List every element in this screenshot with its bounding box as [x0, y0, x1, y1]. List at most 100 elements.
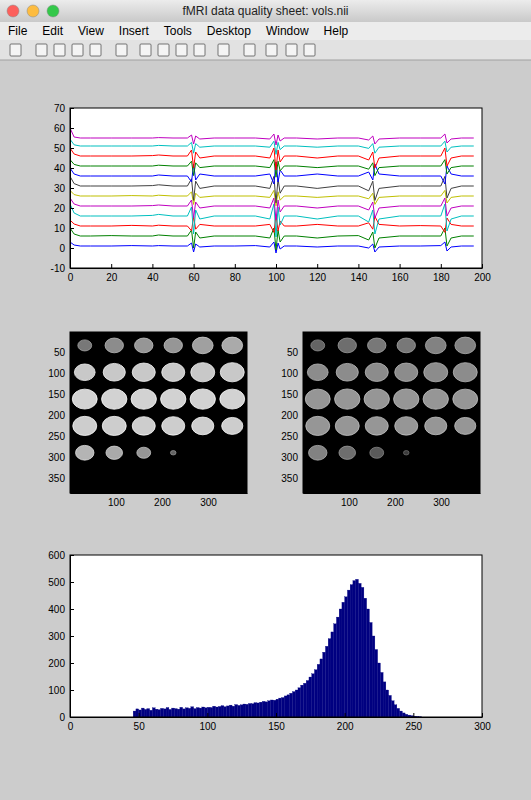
- series-line: [70, 139, 474, 154]
- histogram-bar: [191, 707, 194, 717]
- slice: [455, 337, 476, 354]
- menu-item[interactable]: Insert: [119, 24, 150, 38]
- tick-label: 300: [48, 452, 65, 463]
- histogram-bar: [271, 700, 274, 717]
- slice: [74, 364, 95, 381]
- menu-item[interactable]: Edit: [42, 24, 63, 38]
- menu-item[interactable]: Window: [266, 24, 309, 38]
- toolbar-button[interactable]: [244, 44, 255, 56]
- series-line: [70, 176, 474, 202]
- toolbar-button[interactable]: [304, 44, 315, 56]
- slice: [73, 416, 97, 435]
- slice: [365, 363, 388, 381]
- histogram-bar: [394, 705, 397, 717]
- tick: 140: [351, 264, 368, 283]
- tick: 150: [48, 389, 70, 400]
- tick-label: 100: [281, 368, 298, 379]
- histogram-bar: [150, 710, 153, 717]
- plot-marks: [72, 337, 244, 460]
- tick-label: 40: [54, 163, 66, 174]
- histogram-bar: [372, 636, 375, 717]
- slice: [453, 389, 478, 409]
- plot-frame: [70, 108, 482, 268]
- tick-label: 20: [106, 272, 118, 283]
- tick-label: 80: [230, 272, 242, 283]
- toolbar-button[interactable]: [36, 44, 47, 56]
- tick: 100: [341, 493, 358, 508]
- tick-mark: [207, 713, 208, 717]
- toolbar-button[interactable]: [266, 44, 277, 56]
- window-button[interactable]: [27, 5, 39, 17]
- histogram-bar: [221, 706, 224, 717]
- slice: [162, 417, 185, 435]
- tick-mark: [139, 713, 140, 717]
- tick-mark: [70, 582, 74, 583]
- slice: [220, 389, 245, 409]
- menu-item[interactable]: Tools: [164, 24, 192, 38]
- menu-item[interactable]: Help: [324, 24, 349, 38]
- histogram-bar: [345, 597, 348, 717]
- tick: 100: [268, 264, 285, 283]
- tick: 200: [48, 410, 70, 421]
- slice: [106, 446, 123, 459]
- tick-label: 400: [48, 604, 65, 615]
- toolbar-button[interactable]: [176, 44, 187, 56]
- histogram-bar: [314, 670, 317, 717]
- toolbar-button[interactable]: [90, 44, 101, 56]
- toolbar-button[interactable]: [286, 44, 297, 56]
- histogram-bar: [147, 709, 150, 717]
- histogram-bar: [292, 692, 295, 717]
- tick-label: 0: [68, 272, 74, 283]
- tick: 300: [281, 452, 303, 463]
- histogram-bar: [177, 709, 180, 717]
- toolbar-button[interactable]: [116, 44, 127, 56]
- tick-label: 200: [48, 410, 65, 421]
- tick: 20: [106, 264, 118, 283]
- toolbar-button[interactable]: [140, 44, 151, 56]
- slice: [306, 416, 330, 435]
- toolbar-button[interactable]: [218, 44, 229, 56]
- histogram-bar: [262, 701, 265, 717]
- toolbar-button[interactable]: [158, 44, 169, 56]
- histogram-bar: [155, 709, 158, 717]
- tick-label: 30: [54, 183, 66, 194]
- menu-item[interactable]: Desktop: [207, 24, 251, 38]
- histogram-bar: [166, 708, 169, 717]
- tick: 120: [309, 264, 326, 283]
- slice: [455, 417, 476, 434]
- window-button[interactable]: [47, 5, 59, 17]
- tick-label: 350: [281, 473, 298, 484]
- menu-item[interactable]: View: [78, 24, 104, 38]
- window-button[interactable]: [7, 5, 19, 17]
- y-axis: 50100150200250300350: [48, 333, 70, 494]
- tick-label: 100: [48, 368, 65, 379]
- tick: 50: [134, 713, 146, 732]
- toolbar-button[interactable]: [54, 44, 65, 56]
- histogram-bar: [144, 709, 147, 717]
- toolbar-button[interactable]: [194, 44, 205, 56]
- tick: 300: [433, 493, 450, 508]
- menu-item[interactable]: File: [8, 24, 28, 38]
- slice: [395, 417, 418, 435]
- tick-label: 50: [54, 143, 66, 154]
- histogram-bar: [378, 663, 381, 717]
- slice: [78, 340, 92, 351]
- histogram-bar: [249, 704, 252, 718]
- toolbar-button[interactable]: [72, 44, 83, 56]
- plot-marks: [133, 579, 421, 717]
- slice: [135, 338, 153, 353]
- slice: [190, 389, 215, 409]
- histogram-bar: [339, 609, 342, 717]
- histogram-bar: [295, 690, 298, 717]
- tick: 350: [281, 473, 303, 484]
- tick-label: -10: [51, 263, 66, 274]
- histogram-bar: [169, 709, 172, 717]
- toolbar-button[interactable]: [10, 44, 21, 56]
- tick: 40: [54, 163, 74, 174]
- histogram-bar: [243, 704, 246, 717]
- series-line: [70, 190, 474, 205]
- tick: 20: [54, 203, 74, 214]
- tick-label: 70: [54, 103, 66, 114]
- tick-label: 250: [405, 721, 422, 732]
- histogram-bar: [205, 708, 208, 717]
